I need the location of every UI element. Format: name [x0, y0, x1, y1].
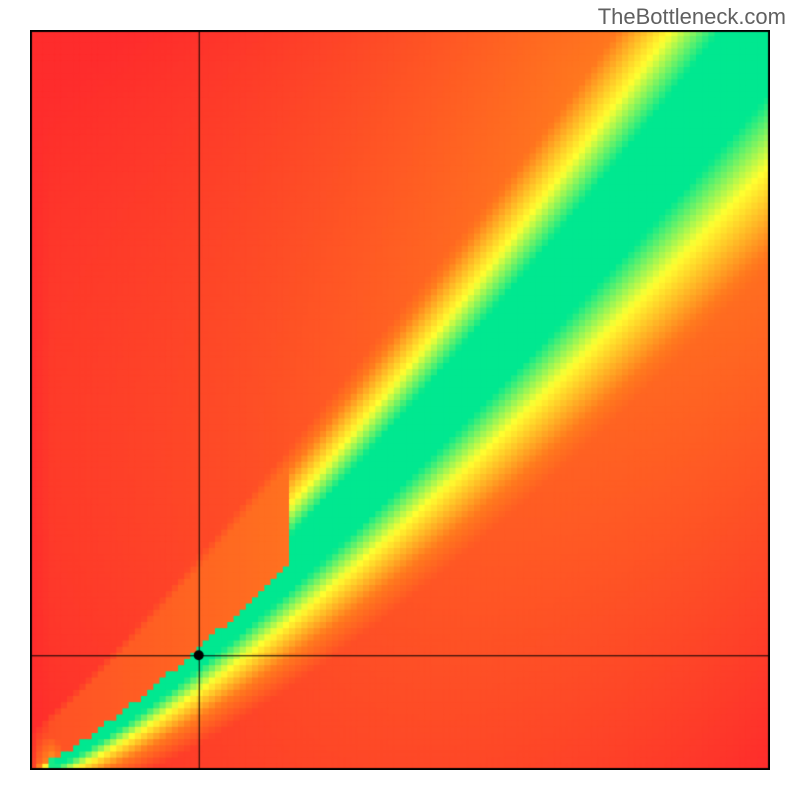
root-container: TheBottleneck.com — [0, 0, 800, 800]
heatmap-canvas — [30, 30, 770, 770]
watermark-text: TheBottleneck.com — [598, 4, 786, 30]
plot-frame — [30, 30, 770, 770]
